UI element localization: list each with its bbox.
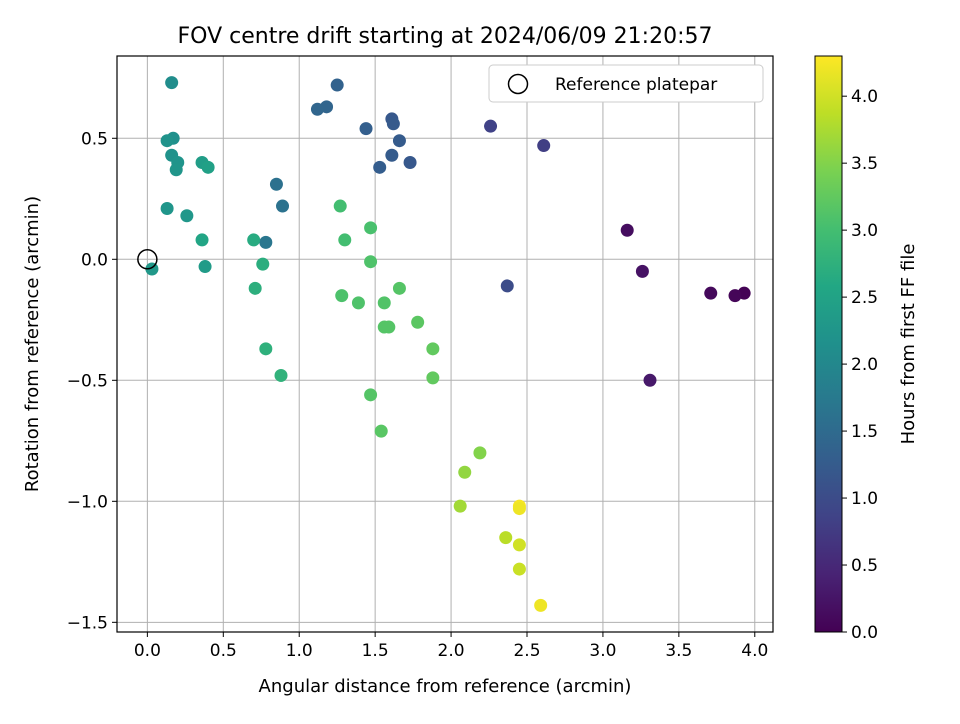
data-point: [426, 371, 440, 385]
data-point: [635, 264, 649, 278]
data-point: [512, 502, 526, 516]
data-point: [256, 257, 270, 271]
x-tick-label: 2.0: [438, 641, 465, 661]
x-axis-ticks: 0.0 0.5 1.0 1.5 2.0 2.5 3.0 3.5 4.0: [134, 632, 768, 661]
data-point: [374, 424, 388, 438]
reference-marker: [137, 249, 158, 270]
data-point: [512, 562, 526, 576]
colorbar-tick-label: 4.0: [851, 87, 878, 107]
data-point: [373, 160, 387, 174]
plot-frame: [116, 55, 774, 633]
data-point: [500, 279, 514, 293]
data-point: [620, 223, 634, 237]
data-point: [382, 320, 396, 334]
data-point: [310, 102, 324, 116]
colorbar-tick-label: 1.5: [851, 422, 878, 442]
colorbar-tick-label: 1.0: [851, 489, 878, 509]
colorbar-tick-label: 2.0: [851, 355, 878, 375]
data-point: [259, 235, 273, 249]
data-point: [534, 598, 548, 612]
x-tick-label: 0.5: [210, 641, 237, 661]
data-point: [403, 155, 417, 169]
data-point: [269, 177, 283, 191]
data-point: [411, 315, 425, 329]
colorbar-gradient: [814, 55, 843, 633]
colorbar-tick-label: 3.0: [851, 221, 878, 241]
data-point: [473, 446, 487, 460]
legend-reference-marker: [507, 73, 529, 95]
x-tick-label: 1.5: [362, 641, 389, 661]
data-point: [499, 531, 513, 545]
data-point: [248, 281, 262, 295]
data-point: [195, 233, 209, 247]
data-point: [198, 260, 212, 274]
data-point: [165, 76, 179, 90]
data-point: [274, 368, 288, 382]
x-tick-label: 2.5: [513, 641, 540, 661]
x-tick-label: 3.0: [589, 641, 616, 661]
data-point: [180, 209, 194, 223]
reference-platepar-marker: [137, 249, 158, 270]
colorbar: 0.0 0.5 1.0 1.5 2.0 2.5 3.0 3.5 4.0 Hours from f…: [814, 55, 919, 643]
y-tick-label: 0.0: [81, 250, 108, 270]
x-tick-label: 4.0: [741, 641, 768, 661]
data-point: [160, 201, 174, 215]
data-point: [458, 465, 472, 479]
grid-lines: [117, 56, 773, 632]
y-tick-label: 0.5: [81, 129, 108, 149]
y-axis-label: Rotation from reference (arcmin): [22, 196, 43, 492]
data-point: [276, 199, 290, 213]
x-axis-label: Angular distance from reference (arcmin): [259, 676, 632, 697]
legend: Reference platepar: [488, 64, 764, 103]
y-tick-label: −1.0: [67, 492, 108, 512]
data-point: [335, 289, 349, 303]
data-point: [364, 221, 378, 235]
colorbar-tick-label: 0.5: [851, 556, 878, 576]
data-point: [160, 134, 174, 148]
data-point: [364, 388, 378, 402]
legend-box: [488, 64, 764, 103]
y-tick-label: −1.5: [67, 613, 108, 633]
data-point: [201, 160, 215, 174]
colorbar-tick-label: 2.5: [851, 288, 878, 308]
data-point: [484, 119, 498, 133]
data-point: [169, 163, 183, 177]
y-tick-label: −0.5: [67, 371, 108, 391]
data-point: [351, 296, 365, 310]
data-point: [338, 233, 352, 247]
data-point: [247, 233, 261, 247]
data-point: [537, 139, 551, 153]
colorbar-label: Hours from first FF file: [898, 244, 919, 445]
data-point: [385, 148, 399, 162]
data-point: [359, 122, 373, 136]
colorbar-tick-label: 3.5: [851, 154, 878, 174]
data-point: [704, 286, 718, 300]
colorbar-tick-label: 0.0: [851, 623, 878, 643]
data-point: [453, 499, 467, 513]
legend-entry-label: Reference platepar: [555, 75, 717, 95]
data-point: [386, 117, 400, 131]
x-tick-label: 0.0: [134, 641, 161, 661]
data-point: [512, 538, 526, 552]
data-point: [333, 199, 347, 213]
y-axis-ticks: −1.5 −1.0 −0.5 0.0 0.5: [67, 129, 117, 633]
x-tick-label: 1.0: [286, 641, 313, 661]
colorbar-ticks: 0.0 0.5 1.0 1.5 2.0 2.5 3.0 3.5 4.0: [842, 87, 878, 643]
scatter-points: [145, 76, 751, 612]
data-point: [426, 342, 440, 356]
data-point: [259, 342, 273, 356]
data-point: [392, 281, 406, 295]
x-tick-label: 3.5: [665, 641, 692, 661]
data-point: [377, 296, 391, 310]
data-point: [728, 289, 742, 303]
data-point: [643, 373, 657, 387]
chart-title: FOV centre drift starting at 2024/06/09 …: [178, 24, 713, 49]
data-point: [392, 134, 406, 148]
data-point: [364, 255, 378, 269]
data-point: [330, 78, 344, 92]
